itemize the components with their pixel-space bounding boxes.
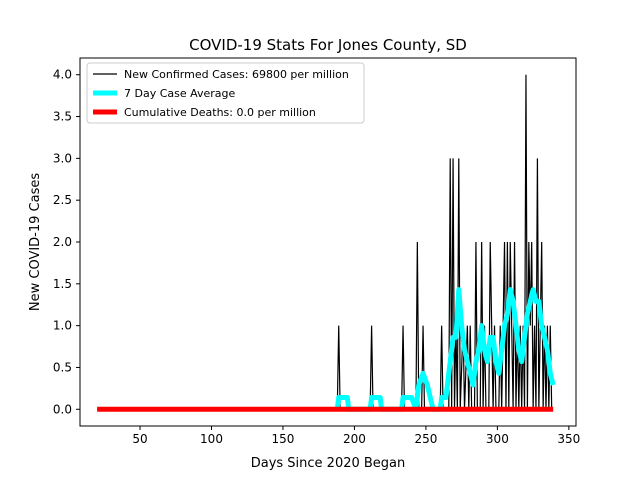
series-line-0 — [97, 74, 554, 410]
x-tick-label-1: 100 — [200, 432, 223, 446]
y-tick-label-8: 4.0 — [53, 68, 72, 82]
legend-label-2: Cumulative Deaths: 0.0 per million — [124, 106, 316, 119]
chart-title: COVID-19 Stats For Jones County, SD — [189, 36, 467, 54]
legend-label-1: 7 Day Case Average — [124, 87, 236, 100]
y-tick-label-4: 2.0 — [53, 235, 72, 249]
legend-box — [86, 62, 365, 124]
series-line-1 — [334, 287, 556, 412]
y-tick-label-3: 1.5 — [53, 277, 72, 291]
legend-label-0: New Confirmed Cases: 69800 per million — [124, 68, 349, 81]
x-tick-label-2: 150 — [272, 432, 295, 446]
y-tick-label-6: 3.0 — [53, 151, 72, 165]
x-tick-label-3: 200 — [343, 432, 366, 446]
x-tick-label-6: 350 — [557, 432, 580, 446]
y-tick-label-1: 0.5 — [53, 360, 72, 374]
y-axis-label: New COVID-19 Cases — [28, 173, 43, 311]
y-tick-label-2: 1.0 — [53, 319, 72, 333]
x-tick-label-4: 250 — [414, 432, 437, 446]
x-tick-label-0: 50 — [132, 432, 147, 446]
y-tick-label-0: 0.0 — [53, 402, 72, 416]
ticks-layer: 50 100 150 200 250 300 350 0.0 0.5 1.0 1.5 2.0 2.5 3.… — [53, 68, 580, 446]
x-tick-label-5: 300 — [486, 432, 509, 446]
y-tick-label-7: 3.5 — [53, 110, 72, 124]
y-tick-label-5: 2.5 — [53, 193, 72, 207]
legend: New Confirmed Cases: 69800 per million 7 … — [86, 62, 365, 124]
x-axis-label: Days Since 2020 Began — [251, 456, 406, 471]
series-layer — [97, 74, 556, 412]
